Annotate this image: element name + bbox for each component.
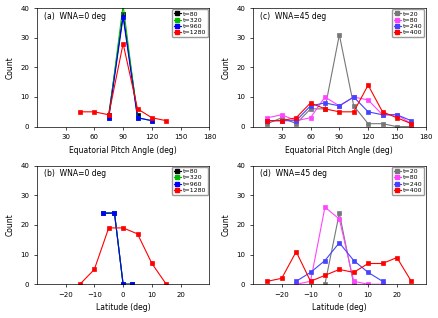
Legend: t=20, t=80, t=240, t=400: t=20, t=80, t=240, t=400 bbox=[392, 9, 424, 38]
Legend: t=20, t=80, t=240, t=400: t=20, t=80, t=240, t=400 bbox=[392, 167, 424, 195]
X-axis label: Equatorial Pitch Angle (deg): Equatorial Pitch Angle (deg) bbox=[286, 146, 393, 155]
X-axis label: Latitude (deg): Latitude (deg) bbox=[96, 303, 150, 313]
Text: (b)  WNA=0 deg: (b) WNA=0 deg bbox=[44, 169, 106, 178]
Text: (d)  WNA=45 deg: (d) WNA=45 deg bbox=[260, 169, 327, 178]
X-axis label: Latitude (deg): Latitude (deg) bbox=[312, 303, 367, 313]
Y-axis label: Count: Count bbox=[6, 56, 14, 79]
Text: (a)  WNA=0 deg: (a) WNA=0 deg bbox=[44, 12, 106, 21]
Y-axis label: Count: Count bbox=[222, 214, 231, 236]
Y-axis label: Count: Count bbox=[6, 214, 14, 236]
Legend: t=80, t=320, t=960, t=1280: t=80, t=320, t=960, t=1280 bbox=[172, 9, 208, 38]
Y-axis label: Count: Count bbox=[222, 56, 231, 79]
X-axis label: Equatorial Pitch Angle (deg): Equatorial Pitch Angle (deg) bbox=[69, 146, 177, 155]
Text: (c)  WNA=45 deg: (c) WNA=45 deg bbox=[260, 12, 326, 21]
Legend: t=80, t=320, t=960, t=1280: t=80, t=320, t=960, t=1280 bbox=[172, 167, 208, 195]
